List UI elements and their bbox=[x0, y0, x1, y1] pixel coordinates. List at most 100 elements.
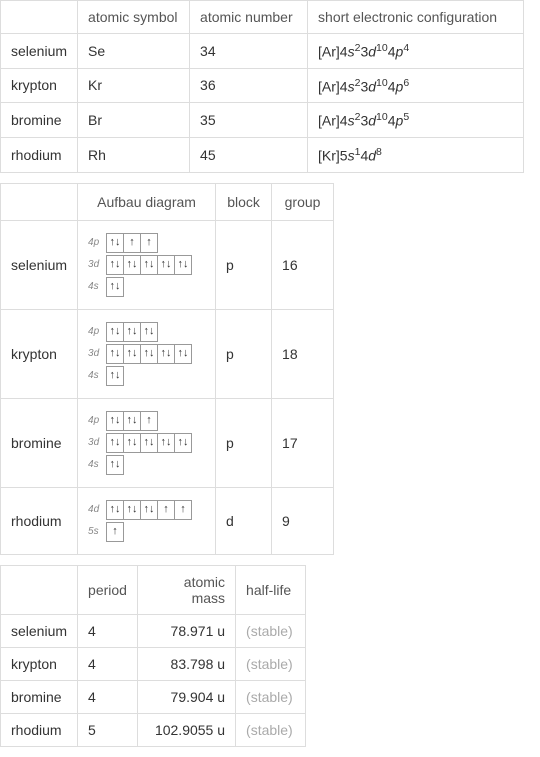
group: 9 bbox=[272, 487, 334, 554]
orbital-box: ↑↓ bbox=[157, 433, 175, 453]
orbital-box: ↑↓ bbox=[106, 411, 124, 431]
orbital-box: ↑↓ bbox=[140, 500, 158, 520]
group: 17 bbox=[272, 398, 334, 487]
orbital-box: ↑↓ bbox=[123, 433, 141, 453]
aufbau-diagram: 4p↑↓↑↓↑↓3d↑↓↑↓↑↓↑↓↑↓4s↑↓ bbox=[78, 309, 216, 398]
element-name: bromine bbox=[1, 398, 78, 487]
orbital-box: ↑↓ bbox=[106, 277, 124, 297]
aufbau-diagram: 4p↑↓↑↑3d↑↓↑↓↑↓↑↓↑↓4s↑↓ bbox=[78, 220, 216, 309]
table-row: krypton483.798 u(stable) bbox=[1, 647, 306, 680]
t1-header: atomic symbol bbox=[78, 1, 190, 34]
orbital-label: 4p bbox=[88, 326, 102, 337]
half-life: (stable) bbox=[236, 713, 306, 746]
atomic-number: 36 bbox=[190, 68, 308, 103]
table-row: rhodiumRh45[Kr]5s14d8 bbox=[1, 137, 524, 172]
electronic-config: [Ar]4s23d104p6 bbox=[308, 68, 524, 103]
element-name: bromine bbox=[1, 103, 78, 138]
orbital-label: 4d bbox=[88, 504, 102, 515]
period-mass-table: periodatomic masshalf-lifeselenium478.97… bbox=[0, 565, 306, 747]
atomic-mass: 102.9055 u bbox=[138, 713, 236, 746]
table-row: kryptonKr36[Ar]4s23d104p6 bbox=[1, 68, 524, 103]
orbital-box: ↑ bbox=[157, 500, 175, 520]
half-life: (stable) bbox=[236, 614, 306, 647]
orbital-row: 5s ↑ bbox=[88, 522, 205, 542]
orbital-row: 4p↑↓↑↓↑↓ bbox=[88, 322, 205, 342]
atomic-symbol: Br bbox=[78, 103, 190, 138]
orbital-box: ↑↓ bbox=[106, 455, 124, 475]
element-name: rhodium bbox=[1, 137, 78, 172]
element-name: selenium bbox=[1, 220, 78, 309]
orbital-box: ↑↓ bbox=[106, 255, 124, 275]
orbital-box: ↑↓ bbox=[140, 255, 158, 275]
table-row: seleniumSe34[Ar]4s23d104p4 bbox=[1, 34, 524, 69]
orbital-label: 5s bbox=[88, 526, 102, 537]
atomic-number: 45 bbox=[190, 137, 308, 172]
electronic-config: [Kr]5s14d8 bbox=[308, 137, 524, 172]
orbital-label: 4s bbox=[88, 370, 102, 381]
period: 4 bbox=[78, 680, 138, 713]
group: 18 bbox=[272, 309, 334, 398]
table-row: rhodium4d↑↓↑↓↑↓↑↑5s↑d9 bbox=[1, 487, 334, 554]
aufbau-diagram: 4p↑↓↑↓↑3d↑↓↑↓↑↓↑↓↑↓4s↑↓ bbox=[78, 398, 216, 487]
orbital-box: ↑↓ bbox=[123, 500, 141, 520]
orbital-box: ↑↓ bbox=[106, 233, 124, 253]
orbital-box: ↑↓ bbox=[106, 500, 124, 520]
orbital-row: 3d↑↓↑↓↑↓↑↓↑↓ bbox=[88, 433, 205, 453]
orbital-box: ↑↓ bbox=[123, 322, 141, 342]
t2-header bbox=[1, 183, 78, 220]
orbital-box: ↑↓ bbox=[140, 433, 158, 453]
table-row: krypton4p↑↓↑↓↑↓3d↑↓↑↓↑↓↑↓↑↓4s↑↓p18 bbox=[1, 309, 334, 398]
half-life: (stable) bbox=[236, 647, 306, 680]
atomic-mass: 83.798 u bbox=[138, 647, 236, 680]
half-life: (stable) bbox=[236, 680, 306, 713]
orbital-box: ↑↓ bbox=[140, 344, 158, 364]
orbital-box: ↑↓ bbox=[140, 322, 158, 342]
table-row: bromine4p↑↓↑↓↑3d↑↓↑↓↑↓↑↓↑↓4s↑↓p17 bbox=[1, 398, 334, 487]
atomic-symbol: Rh bbox=[78, 137, 190, 172]
table-row: selenium4p↑↓↑↑3d↑↓↑↓↑↓↑↓↑↓4s↑↓p16 bbox=[1, 220, 334, 309]
orbital-box: ↑↓ bbox=[123, 411, 141, 431]
orbital-label: 4s bbox=[88, 281, 102, 292]
t2-header: block bbox=[216, 183, 272, 220]
orbital-row: 4p↑↓↑↑ bbox=[88, 233, 205, 253]
element-name: rhodium bbox=[1, 487, 78, 554]
orbital-label: 3d bbox=[88, 259, 102, 270]
orbital-label: 3d bbox=[88, 437, 102, 448]
orbital-label: 4p bbox=[88, 237, 102, 248]
orbital-box: ↑↓ bbox=[106, 366, 124, 386]
orbital-box: ↑↓ bbox=[123, 344, 141, 364]
orbital-box: ↑↓ bbox=[123, 255, 141, 275]
t3-header bbox=[1, 565, 78, 614]
element-name: krypton bbox=[1, 68, 78, 103]
orbital-box: ↑ bbox=[140, 411, 158, 431]
element-name: krypton bbox=[1, 647, 78, 680]
table-row: rhodium5102.9055 u(stable) bbox=[1, 713, 306, 746]
block: d bbox=[216, 487, 272, 554]
atomic-symbol: Kr bbox=[78, 68, 190, 103]
element-name: rhodium bbox=[1, 713, 78, 746]
block: p bbox=[216, 309, 272, 398]
period: 4 bbox=[78, 647, 138, 680]
atomic-number: 35 bbox=[190, 103, 308, 138]
electronic-config: [Ar]4s23d104p5 bbox=[308, 103, 524, 138]
atomic-config-table: atomic symbolatomic numbershort electron… bbox=[0, 0, 524, 173]
orbital-row: 4d↑↓↑↓↑↓↑↑ bbox=[88, 500, 205, 520]
atomic-number: 34 bbox=[190, 34, 308, 69]
t1-header: atomic number bbox=[190, 1, 308, 34]
orbital-row: 3d↑↓↑↓↑↓↑↓↑↓ bbox=[88, 255, 205, 275]
element-name: bromine bbox=[1, 680, 78, 713]
orbital-row: 3d↑↓↑↓↑↓↑↓↑↓ bbox=[88, 344, 205, 364]
orbital-label: 3d bbox=[88, 348, 102, 359]
orbital-box: ↑↓ bbox=[174, 255, 192, 275]
period: 5 bbox=[78, 713, 138, 746]
orbital-box: ↑ bbox=[106, 522, 124, 542]
orbital-row: 4p↑↓↑↓↑ bbox=[88, 411, 205, 431]
orbital-box: ↑↓ bbox=[157, 344, 175, 364]
orbital-box: ↑↓ bbox=[157, 255, 175, 275]
group: 16 bbox=[272, 220, 334, 309]
table-row: bromineBr35[Ar]4s23d104p5 bbox=[1, 103, 524, 138]
element-name: krypton bbox=[1, 309, 78, 398]
orbital-row: 4s ↑↓ bbox=[88, 277, 205, 297]
orbital-row: 4s↑↓ bbox=[88, 455, 205, 475]
orbital-box: ↑ bbox=[123, 233, 141, 253]
